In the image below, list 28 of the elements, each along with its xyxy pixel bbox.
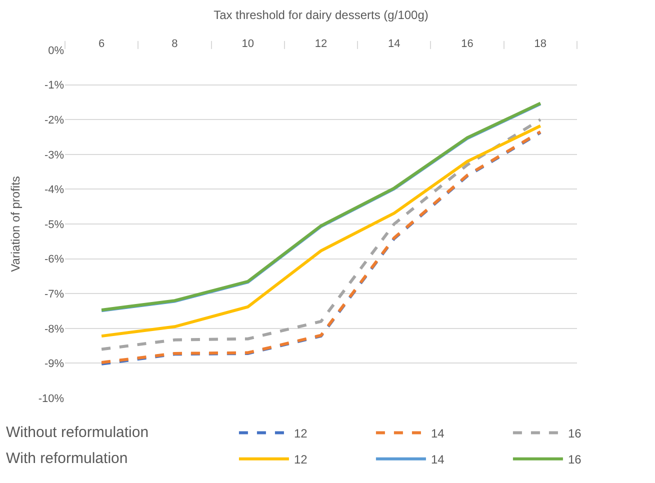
y-tick-label: -1% [44,80,64,92]
legend-label: 12 [294,426,308,440]
x-tick-label: 12 [314,38,328,50]
text: Without reformulation [6,424,149,441]
y-axis-title: Variation of profits [8,176,23,272]
y-tick-label: -7% [44,288,64,300]
legend-label: 14 [430,452,445,467]
y-tick-label: -2% [44,114,64,126]
y-tick-label: -4% [44,184,64,196]
y-tick-label: -8% [44,323,64,336]
y-tick-label: -10% [38,392,64,405]
y-tick-label: -5% [44,218,64,231]
x-tick-label: 18 [534,38,547,50]
legend-label: 16 [568,426,582,440]
x-tick-label: 8 [172,38,178,50]
x-axis-title: Tax threshold for dairy desserts (g/100g) [214,8,428,22]
y-tick-label: 0% [48,44,64,57]
legend-label: 14 [430,426,445,440]
y-tick-label: -3% [44,149,64,162]
legend-label: 16 [568,452,582,467]
x-tick-label: 14 [388,38,400,50]
y-tick-label: -9% [44,358,64,370]
x-tick-label: 16 [461,38,474,50]
y-tick-label: -6% [44,254,64,266]
x-tick-label: 6 [98,38,105,50]
legend-label: 12 [294,452,308,467]
text: With reformulation [6,450,128,467]
x-tick-label: 10 [242,38,254,50]
